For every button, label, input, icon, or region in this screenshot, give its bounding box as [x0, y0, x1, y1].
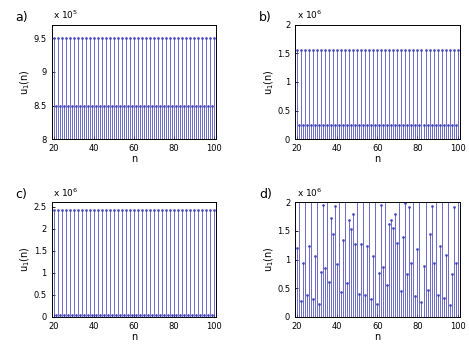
- Y-axis label: u$_1$(n): u$_1$(n): [18, 69, 32, 95]
- Text: c): c): [15, 188, 27, 201]
- Text: x 10$^6$: x 10$^6$: [297, 9, 322, 21]
- Text: x 10$^6$: x 10$^6$: [297, 187, 322, 199]
- Text: a): a): [15, 11, 28, 24]
- Y-axis label: u$_1$(n): u$_1$(n): [262, 69, 276, 95]
- X-axis label: n: n: [374, 332, 380, 342]
- X-axis label: n: n: [374, 155, 380, 164]
- Text: x 10$^6$: x 10$^6$: [53, 187, 79, 199]
- Text: b): b): [259, 11, 272, 24]
- Text: d): d): [259, 188, 272, 201]
- Y-axis label: u$_1$(n): u$_1$(n): [262, 247, 276, 272]
- X-axis label: n: n: [131, 332, 137, 342]
- Y-axis label: u$_1$(n): u$_1$(n): [19, 247, 32, 272]
- Text: x 10$^5$: x 10$^5$: [53, 9, 78, 21]
- X-axis label: n: n: [131, 155, 137, 164]
